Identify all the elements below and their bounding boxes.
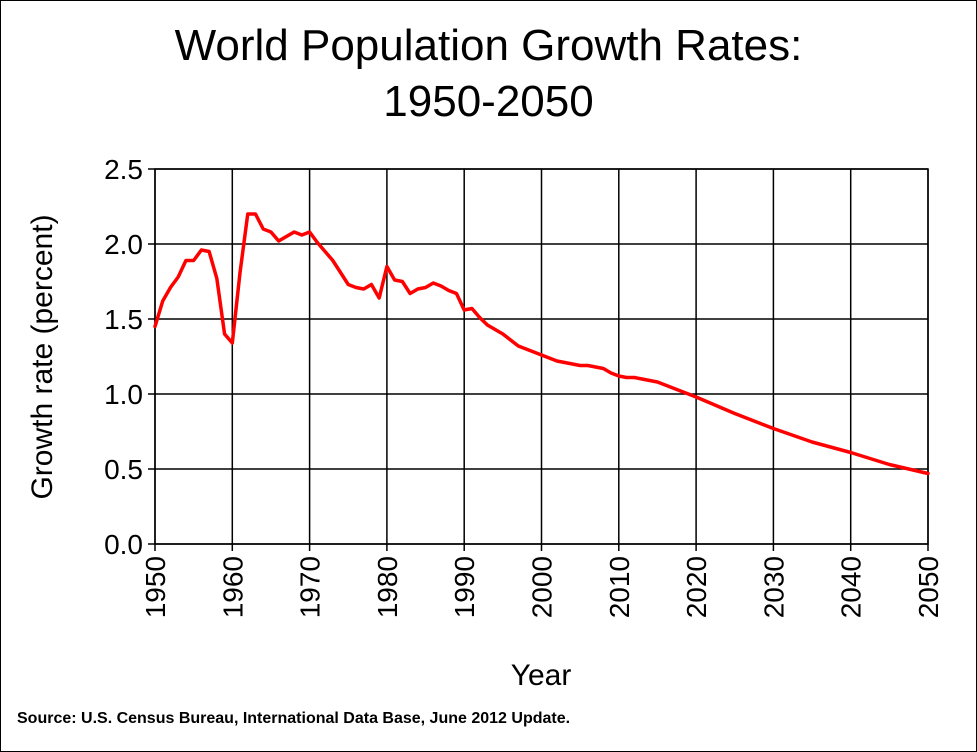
growth-rate-line [153,212,930,476]
y-tick-label: 2.0 [104,229,143,260]
x-tick-label: 1980 [372,556,403,618]
x-tick-label: 2020 [681,556,712,618]
x-tick-label: 2030 [758,556,789,618]
y-tick-label: 2.5 [104,154,143,185]
y-tick-label: 0.0 [104,529,143,560]
x-axis-label: Year [511,659,572,692]
x-tick-label: 1960 [217,556,248,618]
x-tick-label: 2010 [604,556,635,618]
x-tick-label: 2050 [913,556,944,618]
y-axis-ticks: 0.0 0.5 1.0 1.5 2.0 2.5 [104,154,155,560]
chart-title-line2: 1950-2050 [383,77,594,126]
x-axis-ticks: 1950 1960 1970 1980 1990 2000 2010 2020 2030 2040… [140,544,944,618]
x-tick-label: 2040 [836,556,867,618]
chart-title-line1: World Population Growth Rates: [174,21,803,70]
x-tick-label: 1970 [295,556,326,618]
x-tick-label: 2000 [527,556,558,618]
x-tick-label: 1950 [140,556,171,618]
x-tick-label: 1990 [449,556,480,618]
source-note: Source: U.S. Census Bureau, Internationa… [17,710,571,727]
y-tick-label: 1.5 [104,304,143,335]
y-tick-label: 0.5 [104,454,143,485]
y-tick-label: 1.0 [104,379,143,410]
y-axis-label: Growth rate (percent) [26,214,59,499]
